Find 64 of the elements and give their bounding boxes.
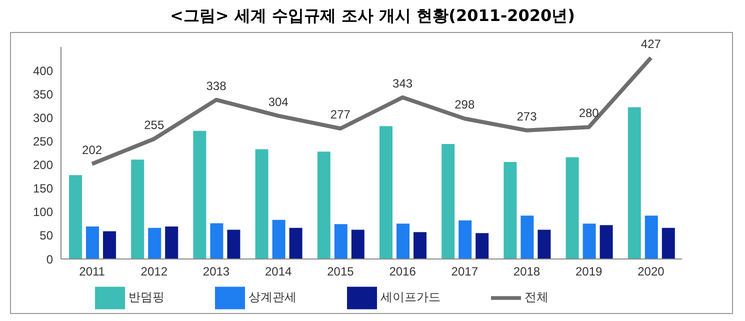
data-label: 277 bbox=[330, 108, 351, 122]
bar bbox=[600, 225, 613, 259]
bar bbox=[504, 162, 517, 259]
bar bbox=[662, 228, 675, 259]
data-label: 304 bbox=[268, 94, 289, 109]
y-tick-label: 150 bbox=[32, 182, 54, 196]
bar bbox=[148, 228, 162, 259]
bar bbox=[644, 216, 658, 259]
bar bbox=[255, 149, 268, 259]
bar bbox=[396, 224, 410, 259]
bar bbox=[476, 233, 489, 259]
bar bbox=[414, 232, 426, 259]
bar bbox=[210, 223, 224, 259]
bar bbox=[442, 144, 455, 259]
legend-label: 상계관세 bbox=[248, 290, 296, 304]
bar bbox=[458, 220, 472, 259]
y-tick-label: 0 bbox=[46, 252, 54, 266]
y-tick-label: 300 bbox=[32, 110, 54, 125]
data-label: 280 bbox=[578, 106, 600, 120]
legend-label: 반덤핑 bbox=[128, 290, 164, 304]
x-tick-label: 2012 bbox=[140, 264, 168, 279]
y-tick-label: 400 bbox=[32, 64, 54, 78]
y-tick-label: 200 bbox=[32, 158, 54, 172]
bar bbox=[317, 152, 330, 259]
data-label: 343 bbox=[392, 76, 413, 90]
y-tick-label: 50 bbox=[40, 228, 54, 243]
bar bbox=[520, 216, 534, 259]
data-label: 273 bbox=[516, 109, 538, 124]
bar bbox=[334, 224, 348, 259]
legend-label: 전체 bbox=[524, 290, 548, 304]
bar bbox=[351, 230, 364, 259]
bar bbox=[289, 228, 302, 259]
y-tick-label: 100 bbox=[32, 205, 54, 220]
y-tick-label: 350 bbox=[32, 87, 54, 102]
data-label: 427 bbox=[640, 36, 662, 51]
x-tick-label: 2011 bbox=[79, 264, 106, 279]
x-tick-label: 2017 bbox=[451, 264, 478, 279]
bar bbox=[566, 157, 579, 259]
data-label: 338 bbox=[206, 78, 227, 93]
chart-title: <그림> 세계 수입규제 조사 개시 현황(2011-2020년) bbox=[169, 5, 576, 27]
data-label: 202 bbox=[82, 142, 102, 157]
bar bbox=[538, 230, 551, 259]
bar bbox=[86, 226, 99, 259]
x-tick-label: 2019 bbox=[576, 264, 603, 279]
y-tick-label: 250 bbox=[32, 134, 54, 148]
x-tick-label: 2018 bbox=[513, 264, 540, 279]
bar bbox=[272, 220, 286, 259]
bar bbox=[582, 224, 596, 259]
bar bbox=[69, 175, 82, 259]
x-tick-label: 2020 bbox=[638, 264, 665, 279]
bar bbox=[131, 160, 144, 259]
x-tick-label: 2013 bbox=[202, 264, 230, 279]
x-tick-label: 2014 bbox=[265, 264, 292, 279]
x-tick-label: 2016 bbox=[389, 264, 416, 279]
data-label: 298 bbox=[454, 98, 475, 112]
bar bbox=[227, 230, 240, 259]
x-tick-label: 2015 bbox=[327, 264, 354, 279]
bar bbox=[380, 126, 392, 259]
bar bbox=[165, 226, 178, 259]
bar bbox=[193, 130, 206, 259]
legend-label: 세이프가드 bbox=[380, 290, 440, 304]
data-label: 255 bbox=[144, 118, 164, 132]
bar bbox=[628, 107, 641, 259]
bar bbox=[103, 231, 116, 259]
